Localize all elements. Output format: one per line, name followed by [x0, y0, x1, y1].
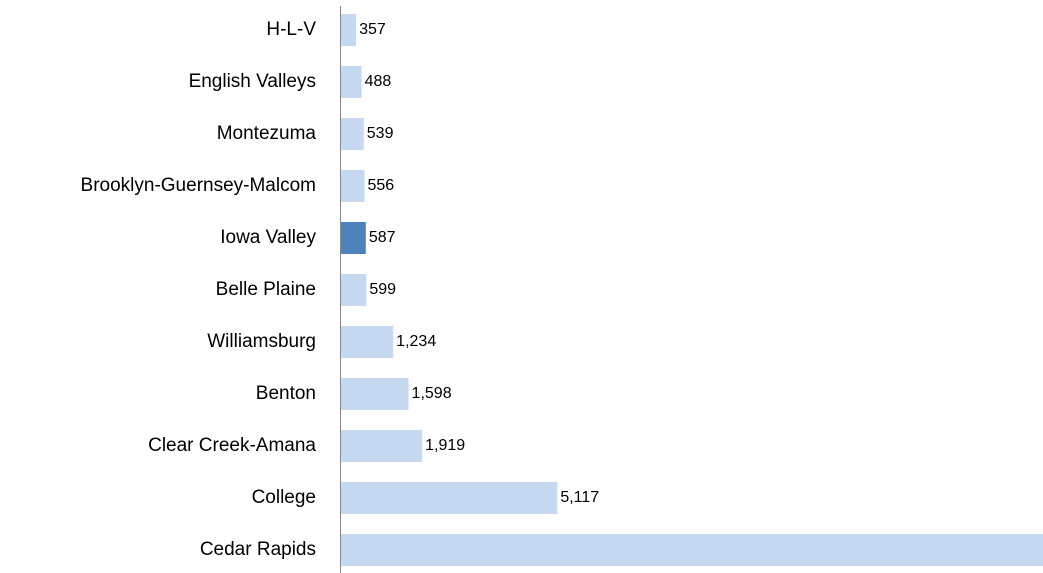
- bar: [341, 534, 1043, 566]
- value-label: 539: [367, 125, 394, 142]
- category-label: Montezuma: [217, 123, 317, 144]
- bar: [341, 222, 366, 254]
- category-label: H-L-V: [266, 19, 316, 40]
- category-label: Brooklyn-Guernsey-Malcom: [81, 175, 316, 196]
- category-label: Cedar Rapids: [200, 539, 316, 560]
- value-label: 1,919: [425, 437, 465, 454]
- value-label: 556: [368, 177, 395, 194]
- bar: [341, 378, 409, 410]
- value-label: 1,598: [412, 385, 452, 402]
- category-label: Clear Creek-Amana: [148, 435, 316, 456]
- value-label: 5,117: [560, 489, 599, 506]
- category-label: Williamsburg: [207, 331, 316, 352]
- value-label: 357: [359, 21, 386, 38]
- category-label: Iowa Valley: [220, 227, 316, 248]
- category-label: English Valleys: [189, 71, 316, 92]
- category-label: Benton: [256, 383, 316, 404]
- value-label: 587: [369, 229, 396, 246]
- bar: [341, 14, 357, 46]
- bar: [341, 430, 423, 462]
- bar: [341, 482, 558, 514]
- value-label: 488: [365, 73, 392, 90]
- value-label: 1,234: [396, 333, 436, 350]
- bar: [341, 66, 362, 98]
- bar: [341, 326, 394, 358]
- category-label: College: [252, 487, 316, 508]
- bar: [341, 170, 365, 202]
- category-label: Belle Plaine: [216, 279, 316, 300]
- bar: [341, 274, 367, 306]
- bar: [341, 118, 364, 150]
- value-label: 599: [369, 281, 396, 298]
